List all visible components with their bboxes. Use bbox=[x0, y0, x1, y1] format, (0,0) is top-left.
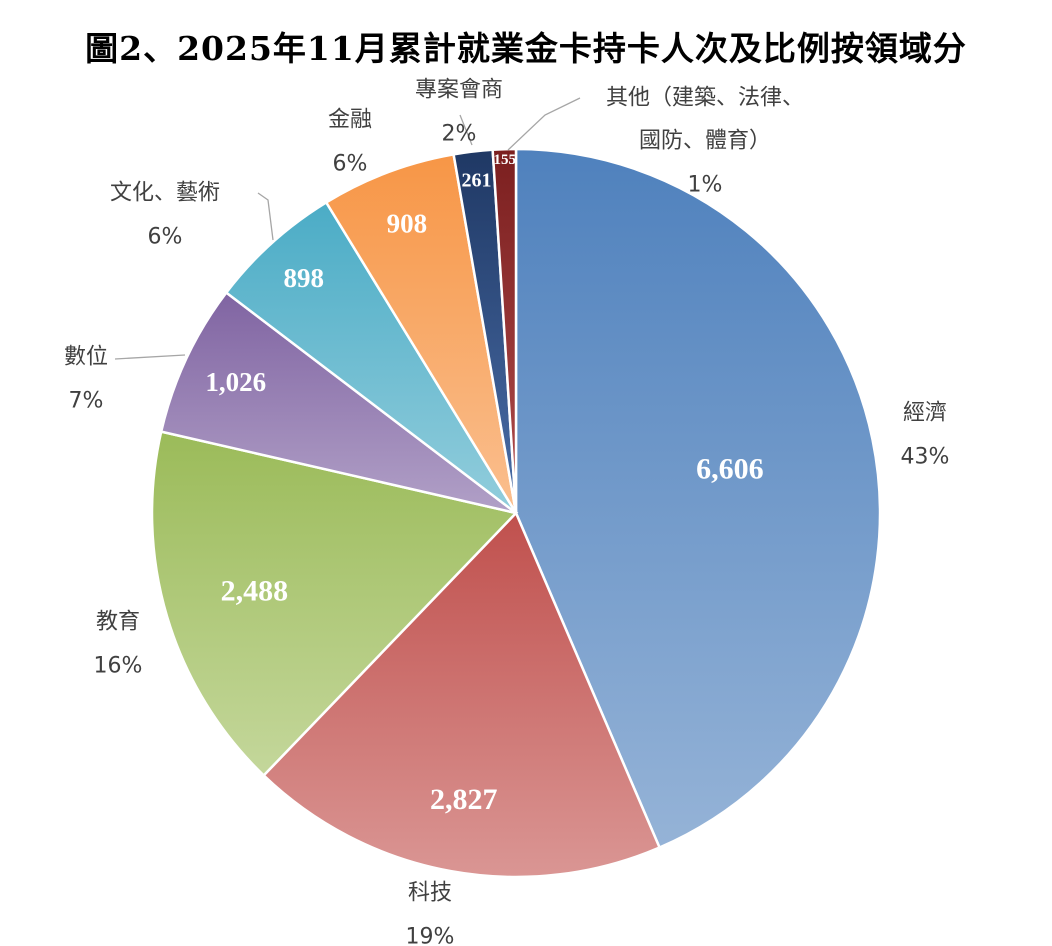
pie-slice bbox=[261, 510, 662, 879]
slice-value-label: 898 bbox=[284, 263, 325, 293]
leader-line bbox=[257, 192, 274, 241]
slice-percent-label: 19% bbox=[406, 925, 455, 946]
pie-slice bbox=[159, 290, 517, 515]
pie-slice bbox=[514, 147, 882, 850]
pie-slice bbox=[491, 147, 518, 514]
leader-line bbox=[459, 114, 473, 146]
slice-value-label: 6,606 bbox=[696, 453, 764, 486]
slice-category-label: 其他（建築、法律、 bbox=[606, 86, 804, 111]
slice-value-label: 155 bbox=[493, 152, 516, 168]
slice-value-label: 2,488 bbox=[221, 575, 289, 608]
slice-percent-label: 43% bbox=[901, 445, 950, 470]
slice-category-label: 文化、藝術 bbox=[110, 181, 220, 206]
slice-category-label: 科技 bbox=[408, 881, 452, 906]
leader-line bbox=[114, 354, 186, 360]
slice-category-label: 國防、體育） bbox=[639, 129, 771, 154]
slice-percent-label: 2% bbox=[442, 122, 477, 147]
slice-category-label: 專案會商 bbox=[415, 78, 503, 103]
slice-value-label: 2,827 bbox=[430, 783, 498, 816]
pie-slice bbox=[224, 200, 518, 514]
slice-value-label: 908 bbox=[387, 209, 428, 239]
slice-category-label: 教育 bbox=[96, 610, 140, 635]
slice-percent-label: 16% bbox=[94, 654, 143, 679]
slice-category-label: 數位 bbox=[64, 345, 108, 370]
chart-title: 圖2、2025年11月累計就業金卡持卡人次及比例按領域分 bbox=[85, 29, 967, 68]
slice-value-label: 261 bbox=[462, 170, 492, 192]
pie-slice bbox=[150, 430, 519, 778]
slice-percent-label: 1% bbox=[688, 173, 723, 198]
slice-value-label: 1,026 bbox=[205, 367, 266, 397]
slice-category-label: 金融 bbox=[328, 108, 372, 133]
slice-percent-label: 6% bbox=[333, 152, 368, 177]
leader-line bbox=[507, 97, 581, 151]
slice-percent-label: 7% bbox=[69, 389, 104, 414]
slice-percent-label: 6% bbox=[148, 225, 183, 250]
slice-category-label: 經濟 bbox=[903, 401, 947, 426]
